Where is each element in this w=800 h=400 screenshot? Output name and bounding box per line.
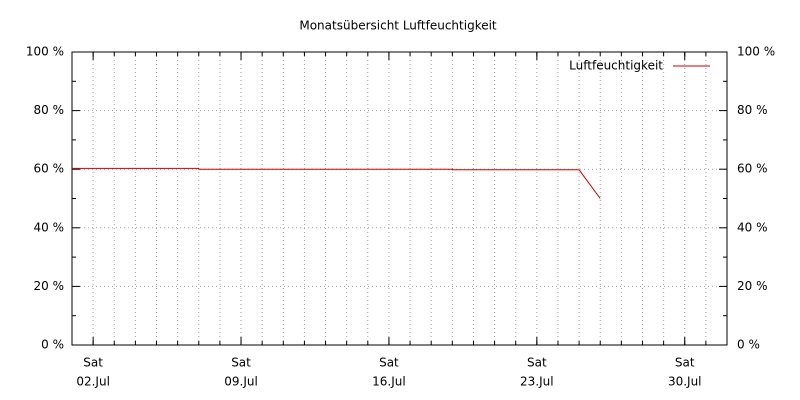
x-tick-weekday: Sat [83, 356, 103, 370]
y-tick-label: 80 % [34, 103, 65, 117]
chart-title: Monatsübersicht Luftfeuchtigkeit [299, 19, 497, 33]
y2-tick-label: 40 % [737, 220, 768, 234]
y2-tick-label: 100 % [737, 45, 775, 59]
x-tick-weekday: Sat [675, 356, 695, 370]
y-tick-label: 40 % [34, 220, 65, 234]
x-tick-label: 30.Jul [668, 375, 702, 389]
y-tick-label: 100 % [26, 45, 64, 59]
x-tick-label: 16.Jul [372, 375, 406, 389]
x-tick-label: 09.Jul [224, 375, 258, 389]
x-tick-weekday: Sat [231, 356, 251, 370]
y-tick-label: 0 % [41, 338, 64, 352]
legend-label: Luftfeuchtigkeit [569, 59, 663, 73]
data-line [72, 167, 601, 199]
y2-tick-label: 60 % [737, 162, 768, 176]
y2-tick-label: 20 % [737, 279, 768, 293]
y-tick-label: 20 % [34, 279, 65, 293]
y2-tick-label: 0 % [737, 338, 760, 352]
x-tick-weekday: Sat [379, 356, 399, 370]
y-tick-label: 60 % [34, 162, 65, 176]
plot-frame [71, 51, 728, 346]
x-tick-label: 23.Jul [520, 375, 554, 389]
x-tick-label: 02.Jul [76, 375, 110, 389]
x-tick-weekday: Sat [527, 356, 547, 370]
y2-tick-label: 80 % [737, 103, 768, 117]
